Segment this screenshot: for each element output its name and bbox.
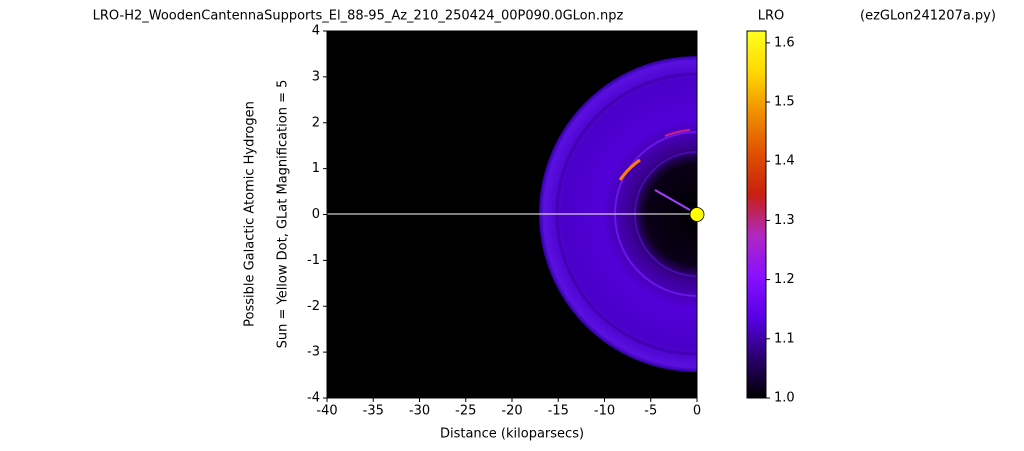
colorbar-tick-label: 1.2 bbox=[774, 272, 795, 287]
colorbar-tick-label: 1.1 bbox=[774, 331, 795, 346]
colorbar-tick-label: 1.5 bbox=[774, 95, 795, 110]
x-tick-label: 0 bbox=[693, 404, 701, 419]
colorbar-tick-label: 1.4 bbox=[774, 154, 795, 169]
colorbar bbox=[746, 30, 767, 399]
x-tick-label: -40 bbox=[316, 404, 337, 419]
y-tick-label: 3 bbox=[312, 69, 320, 84]
y-tick-label: -3 bbox=[307, 345, 320, 360]
streak bbox=[654, 189, 691, 211]
chart-title: LRO-H2_WoodenCantennaSupports_El_88-95_A… bbox=[93, 9, 624, 24]
y-tick-label: -4 bbox=[307, 391, 320, 406]
hot-spot bbox=[664, 129, 691, 137]
x-axis-label: Distance (kiloparsecs) bbox=[440, 427, 584, 442]
colorbar-tick-label: 1.6 bbox=[774, 35, 795, 50]
x-tick-label: -35 bbox=[363, 404, 384, 419]
y-tick-label: 2 bbox=[312, 115, 320, 130]
x-tick-label: -20 bbox=[501, 404, 522, 419]
x-tick-label: -30 bbox=[409, 404, 430, 419]
y-tick-label: 0 bbox=[312, 207, 320, 222]
y-tick-label: 1 bbox=[312, 161, 320, 176]
y-axis-label: Possible Galactic Atomic Hydrogen bbox=[243, 101, 258, 327]
sun-dot bbox=[689, 207, 705, 222]
image bbox=[327, 31, 697, 398]
x-tick-label: -25 bbox=[455, 404, 476, 419]
x-tick-label: -15 bbox=[548, 404, 569, 419]
y-tick-label: 4 bbox=[312, 24, 320, 39]
y-tick-label: -2 bbox=[307, 299, 320, 314]
chart-subtitle: (ezGLon241207a.py) bbox=[860, 9, 996, 24]
hot-spot bbox=[618, 158, 641, 181]
colorbar-tick-label: 1.0 bbox=[774, 391, 795, 406]
x-tick-label: -5 bbox=[644, 404, 657, 419]
colorbar-tick-label: 1.3 bbox=[774, 213, 795, 228]
colorbar-label: LRO bbox=[758, 9, 785, 24]
y-axis-label: Sun = Yellow Dot, GLat Magnification = 5 bbox=[276, 80, 291, 349]
x-tick-label: -10 bbox=[594, 404, 615, 419]
y-tick-label: -1 bbox=[307, 253, 320, 268]
